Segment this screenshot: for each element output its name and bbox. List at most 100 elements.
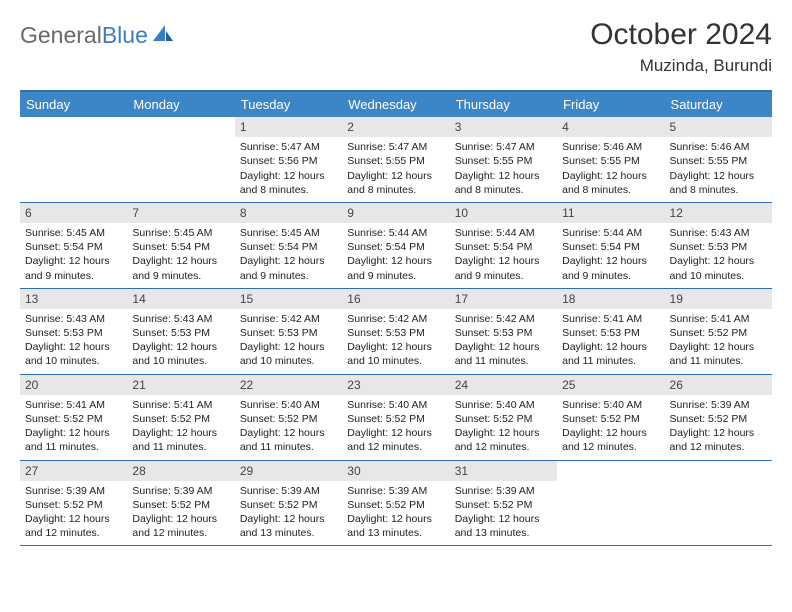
week-row: 20Sunrise: 5:41 AMSunset: 5:52 PMDayligh… [20, 375, 772, 461]
day-cell: 21Sunrise: 5:41 AMSunset: 5:52 PMDayligh… [127, 375, 234, 460]
sail-icon [151, 22, 175, 49]
location-label: Muzinda, Burundi [590, 56, 772, 76]
day-cell: 14Sunrise: 5:43 AMSunset: 5:53 PMDayligh… [127, 289, 234, 374]
empty-day-cell [665, 461, 772, 546]
day-cell: 4Sunrise: 5:46 AMSunset: 5:55 PMDaylight… [557, 117, 664, 202]
day-number: 25 [557, 375, 664, 395]
day-number: 8 [235, 203, 342, 223]
day-number: 16 [342, 289, 449, 309]
day-cell: 29Sunrise: 5:39 AMSunset: 5:52 PMDayligh… [235, 461, 342, 546]
day-cell: 5Sunrise: 5:46 AMSunset: 5:55 PMDaylight… [665, 117, 772, 202]
day-number: 4 [557, 117, 664, 137]
brand-part2: Blue [102, 22, 148, 49]
week-row: 1Sunrise: 5:47 AMSunset: 5:56 PMDaylight… [20, 117, 772, 203]
week-row: 6Sunrise: 5:45 AMSunset: 5:54 PMDaylight… [20, 203, 772, 289]
day-number: 28 [127, 461, 234, 481]
day-number: 31 [450, 461, 557, 481]
day-cell: 13Sunrise: 5:43 AMSunset: 5:53 PMDayligh… [20, 289, 127, 374]
day-details: Sunrise: 5:40 AMSunset: 5:52 PMDaylight:… [450, 395, 557, 460]
day-cell: 1Sunrise: 5:47 AMSunset: 5:56 PMDaylight… [235, 117, 342, 202]
day-cell: 15Sunrise: 5:42 AMSunset: 5:53 PMDayligh… [235, 289, 342, 374]
day-cell: 19Sunrise: 5:41 AMSunset: 5:52 PMDayligh… [665, 289, 772, 374]
day-details: Sunrise: 5:44 AMSunset: 5:54 PMDaylight:… [557, 223, 664, 288]
day-cell: 22Sunrise: 5:40 AMSunset: 5:52 PMDayligh… [235, 375, 342, 460]
day-details: Sunrise: 5:46 AMSunset: 5:55 PMDaylight:… [557, 137, 664, 202]
calendar-grid: SundayMondayTuesdayWednesdayThursdayFrid… [20, 90, 772, 546]
day-number: 19 [665, 289, 772, 309]
day-cell: 6Sunrise: 5:45 AMSunset: 5:54 PMDaylight… [20, 203, 127, 288]
day-cell: 18Sunrise: 5:41 AMSunset: 5:53 PMDayligh… [557, 289, 664, 374]
day-details: Sunrise: 5:40 AMSunset: 5:52 PMDaylight:… [235, 395, 342, 460]
day-cell: 9Sunrise: 5:44 AMSunset: 5:54 PMDaylight… [342, 203, 449, 288]
day-number: 24 [450, 375, 557, 395]
empty-day-cell [20, 117, 127, 202]
day-details: Sunrise: 5:39 AMSunset: 5:52 PMDaylight:… [450, 481, 557, 546]
day-details: Sunrise: 5:41 AMSunset: 5:52 PMDaylight:… [127, 395, 234, 460]
day-cell: 12Sunrise: 5:43 AMSunset: 5:53 PMDayligh… [665, 203, 772, 288]
day-details: Sunrise: 5:43 AMSunset: 5:53 PMDaylight:… [20, 309, 127, 374]
day-details: Sunrise: 5:39 AMSunset: 5:52 PMDaylight:… [20, 481, 127, 546]
day-details: Sunrise: 5:40 AMSunset: 5:52 PMDaylight:… [342, 395, 449, 460]
day-number: 10 [450, 203, 557, 223]
day-details: Sunrise: 5:39 AMSunset: 5:52 PMDaylight:… [342, 481, 449, 546]
day-cell: 26Sunrise: 5:39 AMSunset: 5:52 PMDayligh… [665, 375, 772, 460]
weekday-header: Sunday [20, 92, 127, 117]
day-number: 17 [450, 289, 557, 309]
day-number: 7 [127, 203, 234, 223]
day-number: 13 [20, 289, 127, 309]
day-cell: 3Sunrise: 5:47 AMSunset: 5:55 PMDaylight… [450, 117, 557, 202]
day-number: 2 [342, 117, 449, 137]
day-number: 15 [235, 289, 342, 309]
day-details: Sunrise: 5:43 AMSunset: 5:53 PMDaylight:… [665, 223, 772, 288]
empty-bar [665, 461, 772, 481]
day-cell: 17Sunrise: 5:42 AMSunset: 5:53 PMDayligh… [450, 289, 557, 374]
day-details: Sunrise: 5:41 AMSunset: 5:52 PMDaylight:… [20, 395, 127, 460]
page-header: GeneralBlue October 2024 Muzinda, Burund… [20, 18, 772, 76]
day-number: 14 [127, 289, 234, 309]
week-row: 13Sunrise: 5:43 AMSunset: 5:53 PMDayligh… [20, 289, 772, 375]
day-details: Sunrise: 5:39 AMSunset: 5:52 PMDaylight:… [127, 481, 234, 546]
day-cell: 23Sunrise: 5:40 AMSunset: 5:52 PMDayligh… [342, 375, 449, 460]
weekday-header: Thursday [450, 92, 557, 117]
weekday-header: Tuesday [235, 92, 342, 117]
day-number: 5 [665, 117, 772, 137]
day-cell: 28Sunrise: 5:39 AMSunset: 5:52 PMDayligh… [127, 461, 234, 546]
day-number: 23 [342, 375, 449, 395]
day-details: Sunrise: 5:41 AMSunset: 5:52 PMDaylight:… [665, 309, 772, 374]
month-title: October 2024 [590, 18, 772, 52]
day-details: Sunrise: 5:40 AMSunset: 5:52 PMDaylight:… [557, 395, 664, 460]
day-number: 6 [20, 203, 127, 223]
day-details: Sunrise: 5:45 AMSunset: 5:54 PMDaylight:… [127, 223, 234, 288]
day-number: 20 [20, 375, 127, 395]
day-cell: 27Sunrise: 5:39 AMSunset: 5:52 PMDayligh… [20, 461, 127, 546]
day-number: 9 [342, 203, 449, 223]
day-details: Sunrise: 5:47 AMSunset: 5:55 PMDaylight:… [342, 137, 449, 202]
day-cell: 30Sunrise: 5:39 AMSunset: 5:52 PMDayligh… [342, 461, 449, 546]
day-details: Sunrise: 5:43 AMSunset: 5:53 PMDaylight:… [127, 309, 234, 374]
day-number: 27 [20, 461, 127, 481]
day-details: Sunrise: 5:42 AMSunset: 5:53 PMDaylight:… [450, 309, 557, 374]
weekday-header: Wednesday [342, 92, 449, 117]
day-number: 12 [665, 203, 772, 223]
day-details: Sunrise: 5:47 AMSunset: 5:55 PMDaylight:… [450, 137, 557, 202]
day-cell: 8Sunrise: 5:45 AMSunset: 5:54 PMDaylight… [235, 203, 342, 288]
weekday-header: Saturday [665, 92, 772, 117]
day-details: Sunrise: 5:39 AMSunset: 5:52 PMDaylight:… [235, 481, 342, 546]
day-number: 18 [557, 289, 664, 309]
empty-bar [127, 117, 234, 137]
day-cell: 24Sunrise: 5:40 AMSunset: 5:52 PMDayligh… [450, 375, 557, 460]
day-cell: 20Sunrise: 5:41 AMSunset: 5:52 PMDayligh… [20, 375, 127, 460]
day-number: 3 [450, 117, 557, 137]
day-cell: 16Sunrise: 5:42 AMSunset: 5:53 PMDayligh… [342, 289, 449, 374]
weekday-header: Monday [127, 92, 234, 117]
empty-day-cell [557, 461, 664, 546]
weekday-header-row: SundayMondayTuesdayWednesdayThursdayFrid… [20, 92, 772, 117]
day-details: Sunrise: 5:46 AMSunset: 5:55 PMDaylight:… [665, 137, 772, 202]
day-cell: 2Sunrise: 5:47 AMSunset: 5:55 PMDaylight… [342, 117, 449, 202]
day-number: 1 [235, 117, 342, 137]
day-details: Sunrise: 5:41 AMSunset: 5:53 PMDaylight:… [557, 309, 664, 374]
empty-bar [20, 117, 127, 137]
week-row: 27Sunrise: 5:39 AMSunset: 5:52 PMDayligh… [20, 461, 772, 547]
day-details: Sunrise: 5:42 AMSunset: 5:53 PMDaylight:… [235, 309, 342, 374]
weeks-container: 1Sunrise: 5:47 AMSunset: 5:56 PMDaylight… [20, 117, 772, 546]
